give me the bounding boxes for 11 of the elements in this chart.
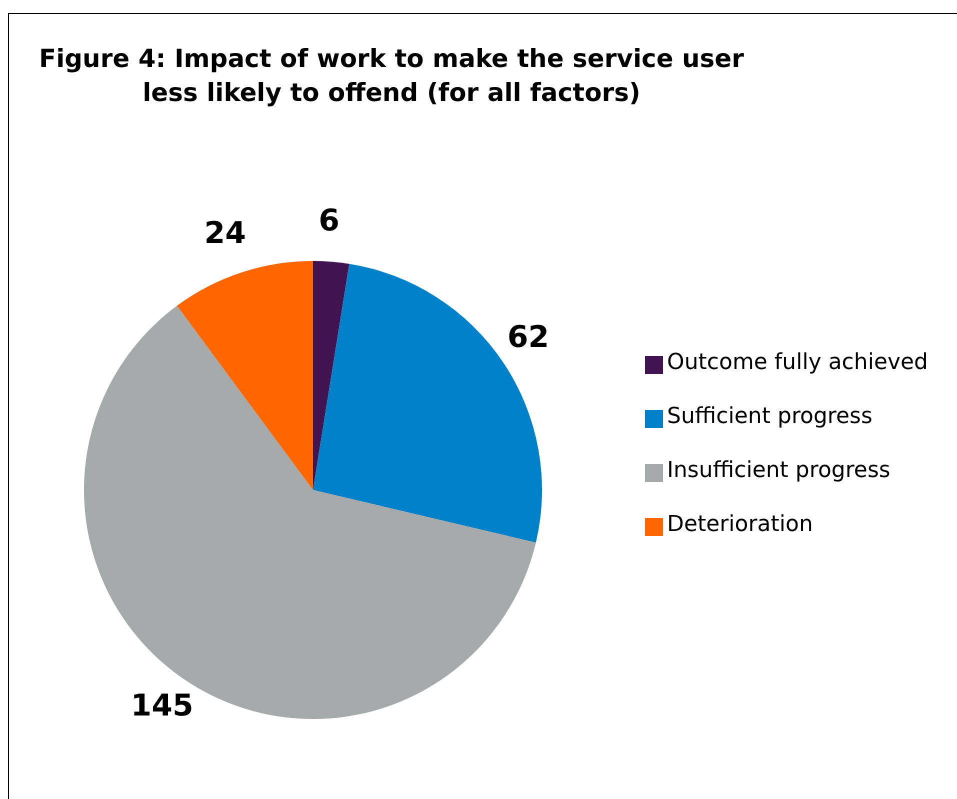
legend-label: Outcome fully achieved: [667, 350, 928, 375]
data-label: 62: [507, 320, 550, 356]
pie-slice: [176, 261, 313, 490]
chart-title: Figure 4: Impact of work to make the service user less likely to offend (for all factors): [38, 43, 745, 109]
legend-label: Deterioration: [667, 512, 813, 537]
data-label: 145: [130, 688, 194, 724]
data-label: 6: [318, 203, 340, 238]
data-label: 24: [204, 216, 246, 251]
legend-label: Sufficient progress: [667, 404, 872, 429]
legend-label: Insufficient progress: [667, 458, 890, 483]
pie-slice: [313, 261, 350, 490]
